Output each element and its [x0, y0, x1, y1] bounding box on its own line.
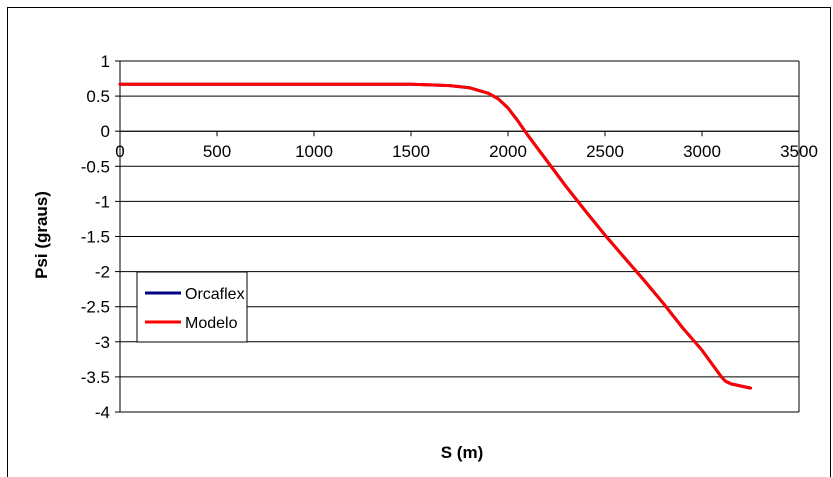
y-tick-label: -3: [95, 333, 110, 352]
x-tick-label: 1500: [392, 142, 430, 161]
legend-label-modelo: Modelo: [185, 315, 238, 332]
x-tick-label: 1000: [295, 142, 333, 161]
legend-label-orcaflex: Orcaflex: [185, 286, 245, 303]
axes: [115, 60, 800, 413]
x-tick-label: 2000: [489, 142, 527, 161]
x-tick-label: 3500: [780, 142, 818, 161]
x-axis-title: S (m): [441, 443, 484, 462]
series-lines: [118, 82, 752, 390]
y-tick-label: -1: [95, 192, 110, 211]
y-tick-label: -2.5: [81, 298, 110, 317]
series-line-modelo: [118, 82, 752, 390]
x-tick-labels: 0 500 1000 1500 2000 2500 3000 3500: [115, 142, 818, 161]
y-tick-label: -1.5: [81, 228, 110, 247]
y-tick-labels: 1 0.5 0 -0.5 -1 -1.5 -2 -2.5 -3 -3.5 -4: [81, 52, 110, 422]
y-tick-label: -3.5: [81, 368, 110, 387]
x-tick-label: 2500: [586, 142, 624, 161]
x-tick-label: 3000: [683, 142, 721, 161]
y-axis-title: Psi (graus): [32, 191, 51, 279]
x-tick-label: 0: [115, 142, 124, 161]
gridlines: [120, 60, 799, 413]
legend: Orcaflex Modelo: [136, 271, 248, 343]
x-tick-label: 500: [203, 142, 231, 161]
y-tick-label: -0.5: [81, 157, 110, 176]
y-tick-label: -4: [95, 403, 110, 422]
legend-box: [136, 271, 248, 343]
y-tick-label: 0.5: [86, 87, 110, 106]
y-tick-label: -2: [95, 263, 110, 282]
y-tick-label: 1: [101, 52, 110, 71]
y-tick-label: 0: [101, 122, 110, 141]
